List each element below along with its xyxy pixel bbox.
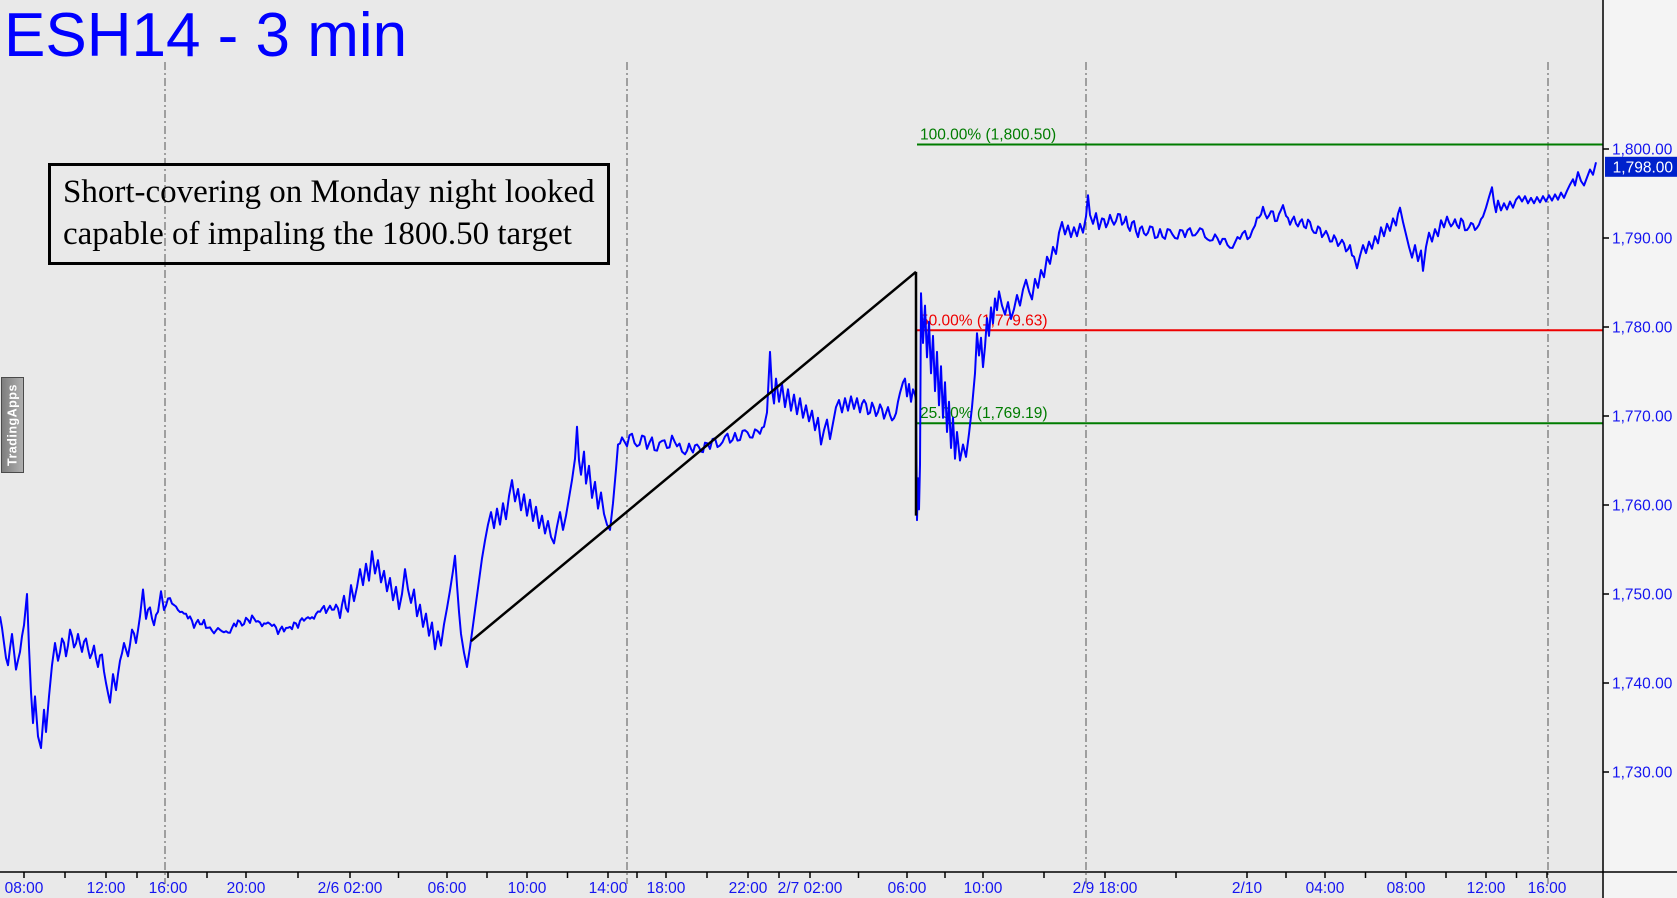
x-tick-label-3: 20:00 [227, 880, 266, 897]
x-tick-label-11: 06:00 [888, 880, 927, 897]
x-tick-label-9: 22:00 [729, 880, 768, 897]
trendline[interactable] [470, 270, 917, 643]
price-series-line [0, 162, 1597, 749]
y-axis-margin [1604, 0, 1677, 898]
fib-label-50[interactable]: 50.00% (1,779.63) [920, 312, 1048, 329]
page-title: ESH14 - 3 min [4, 1, 408, 70]
x-tick-label-15: 04:00 [1306, 880, 1345, 897]
last-price-badge-label: 1,798.00 [1613, 159, 1674, 176]
y-tick-label-1790: 1,790.00 [1612, 231, 1673, 248]
x-tick-label-5: 06:00 [428, 880, 467, 897]
last-price-badge [1605, 156, 1677, 177]
x-tick-label-16: 08:00 [1387, 880, 1426, 897]
y-tick-label-1730: 1,730.00 [1612, 765, 1673, 782]
y-tick-label-1780: 1,780.00 [1612, 320, 1673, 337]
y-tick-label-1750: 1,750.00 [1612, 587, 1673, 604]
x-tick-label-17: 12:00 [1467, 880, 1506, 897]
fib-label-100[interactable]: 100.00% (1,800.50) [920, 127, 1056, 144]
x-tick-label-14: 2/10 [1232, 880, 1263, 897]
annotation-text-box[interactable]: Short-covering on Monday night looked ca… [48, 163, 610, 265]
annotation-line-1: Short-covering on Monday night looked [63, 174, 595, 210]
x-tick-label-8: 18:00 [647, 880, 686, 897]
x-tick-label-7: 14:00 [589, 880, 628, 897]
x-tick-label-0: 08:00 [5, 880, 44, 897]
x-tick-label-18: 16:00 [1528, 880, 1567, 897]
x-tick-label-12: 10:00 [964, 880, 1003, 897]
y-tick-label-1770: 1,770.00 [1612, 409, 1673, 426]
x-tick-label-13: 2/9 18:00 [1073, 880, 1138, 897]
annotation-line-2: capable of impaling the 1800.50 target [63, 216, 572, 252]
y-tick-label-1760: 1,760.00 [1612, 498, 1673, 515]
x-tick-label-1: 12:00 [87, 880, 126, 897]
x-tick-label-10: 2/7 02:00 [778, 880, 843, 897]
x-tick-label-4: 2/6 02:00 [318, 880, 383, 897]
y-tick-label-1740: 1,740.00 [1612, 676, 1673, 693]
y-tick-label-1800: 1,800.00 [1612, 142, 1673, 159]
fib-label-25[interactable]: 25.00% (1,769.19) [920, 405, 1048, 422]
tradingapps-panel-tab[interactable]: TradingApps [1, 377, 24, 473]
x-tick-label-6: 10:00 [508, 880, 547, 897]
x-tick-label-2: 16:00 [149, 880, 188, 897]
